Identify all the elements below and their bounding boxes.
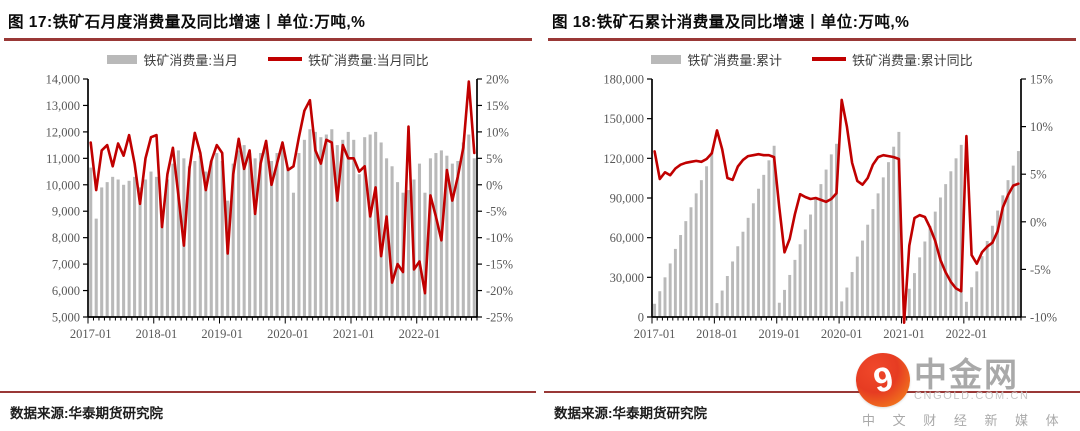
svg-text:5%: 5% [486,152,503,166]
svg-text:-25%: -25% [486,311,513,325]
svg-text:2021-01: 2021-01 [883,327,925,341]
source-divider [0,391,536,393]
svg-text:10,000: 10,000 [46,178,80,192]
cngold-koi-icon: 9 [856,353,910,407]
svg-text:150,000: 150,000 [603,112,644,126]
figure-18-source: 数据来源:华泰期货研究院 [544,391,1080,431]
svg-text:-10%: -10% [486,231,513,245]
legend-item-monthly-yoy-line: 铁矿消费量:当月同比 [268,50,429,69]
svg-text:2017-01: 2017-01 [634,327,676,341]
figure-18-cumulative-consumption: 图 18:铁矿石累计消费量及同比增速丨单位:万吨,% 铁矿消费量:累计 铁矿消费… [544,0,1080,431]
swirl-glyph: 9 [869,359,897,401]
svg-text:2022-01: 2022-01 [399,327,441,341]
legend-label: 铁矿消费量:当月 [143,52,238,68]
svg-text:0%: 0% [1030,215,1047,229]
svg-text:-5%: -5% [1030,263,1051,277]
svg-text:2017-01: 2017-01 [70,327,112,341]
svg-text:2019-01: 2019-01 [758,327,800,341]
svg-text:-5%: -5% [486,205,507,219]
svg-text:5,000: 5,000 [52,311,80,325]
svg-text:15%: 15% [486,99,509,113]
line-swatch-icon [268,57,302,61]
cumulative-consumption-chart: 0 30,000 60,000 90,000 120,000 150,000 180,000… [603,73,1057,342]
svg-text:7,000: 7,000 [52,258,80,272]
logo-tagline: 中 文 财 经 新 媒 体 [862,413,1066,428]
svg-text:90,000: 90,000 [610,192,644,206]
cngold-watermark: 9 中金网 CNGOLD.COM.CN 中 文 财 经 新 媒 体 [856,353,1078,429]
svg-text:-15%: -15% [486,258,513,272]
svg-text:8,000: 8,000 [52,231,80,245]
legend-label: 铁矿消费量:累计同比 [852,52,973,68]
svg-text:2018-01: 2018-01 [136,327,178,341]
figure-18-title: 图 18:铁矿石累计消费量及同比增速丨单位:万吨,% [548,5,1076,41]
svg-text:30,000: 30,000 [610,271,644,285]
legend-label: 铁矿消费量:累计 [687,52,782,68]
svg-text:2018-01: 2018-01 [696,327,738,341]
source-text: 数据来源:华泰期货研究院 [554,406,707,421]
figure-17-title: 图 17:铁矿石月度消费量及同比增速丨单位:万吨,% [4,5,532,41]
svg-text:9,000: 9,000 [52,205,80,219]
figure-17-legend: 铁矿消费量:当月 铁矿消费量:当月同比 [0,50,536,68]
svg-text:2021-01: 2021-01 [333,327,375,341]
line-swatch-icon [812,57,846,61]
svg-text:14,000: 14,000 [46,73,80,87]
svg-text:120,000: 120,000 [603,152,644,166]
svg-text:10%: 10% [1030,120,1053,134]
svg-text:5%: 5% [1030,168,1047,182]
legend-item-monthly-bars: 铁矿消费量:当月 [107,50,238,69]
svg-text:2022-01: 2022-01 [946,327,988,341]
logo-domain: CNGOLD.COM.CN [914,389,1030,402]
monthly-consumption-chart: 5,000 6,000 7,000 8,000 9,000 10,000 11,000 12,… [46,73,513,342]
svg-text:2020-01: 2020-01 [267,327,309,341]
svg-text:2020-01: 2020-01 [821,327,863,341]
source-text: 数据来源:华泰期货研究院 [10,406,163,421]
svg-text:0%: 0% [486,178,503,192]
svg-text:15%: 15% [1030,73,1053,87]
bar-swatch-icon [651,54,682,64]
svg-text:0: 0 [638,311,644,325]
legend-item-cumulative-bars: 铁矿消费量:累计 [651,50,782,69]
svg-text:13,000: 13,000 [46,99,80,113]
svg-text:60,000: 60,000 [610,231,644,245]
svg-text:6,000: 6,000 [52,284,80,298]
figure-17-source: 数据来源:华泰期货研究院 [0,391,536,431]
svg-text:11,000: 11,000 [46,152,80,166]
svg-text:2019-01: 2019-01 [201,327,243,341]
svg-text:-20%: -20% [486,284,513,298]
source-divider [544,391,1080,393]
figure-18-legend: 铁矿消费量:累计 铁矿消费量:累计同比 [544,50,1080,68]
bar-swatch-icon [107,54,138,64]
legend-label: 铁矿消费量:当月同比 [308,52,429,68]
svg-text:10%: 10% [486,125,509,139]
svg-text:12,000: 12,000 [46,125,80,139]
svg-text:180,000: 180,000 [603,73,644,87]
svg-text:-10%: -10% [1030,311,1057,325]
logo-name: 中金网 [914,356,1019,394]
figure-17-monthly-consumption: 图 17:铁矿石月度消费量及同比增速丨单位:万吨,% 铁矿消费量:当月 铁矿消费… [0,0,536,431]
legend-item-cumulative-yoy-line: 铁矿消费量:累计同比 [812,50,973,69]
svg-text:20%: 20% [486,73,509,87]
